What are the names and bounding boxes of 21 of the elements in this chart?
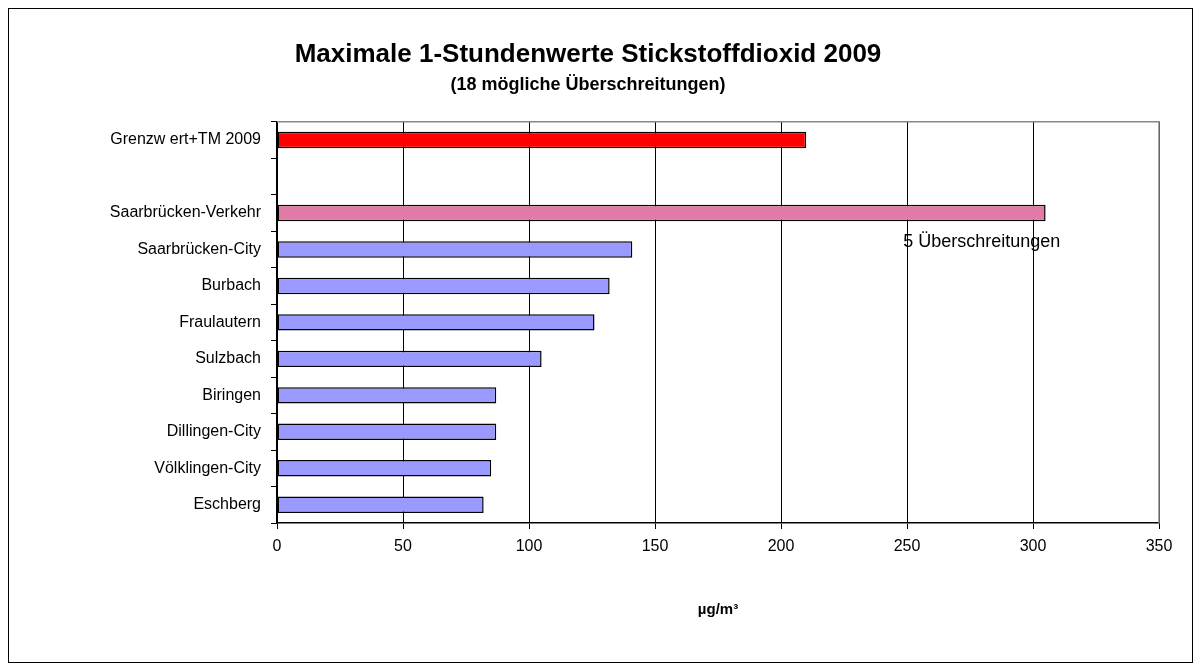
x-tick-label: 100 bbox=[515, 537, 543, 555]
y-tick-label: Sulzbach bbox=[195, 349, 261, 367]
y-tick-label: Völklingen-City bbox=[154, 458, 261, 476]
y-tick-label: Eschberg bbox=[193, 495, 261, 513]
x-tick-label: 350 bbox=[1145, 537, 1173, 555]
y-tick-label: Grenzw ert+TM 2009 bbox=[110, 130, 262, 148]
x-tick-label: 250 bbox=[893, 537, 921, 555]
y-tick-label: Dillingen-City bbox=[166, 422, 261, 440]
x-axis-title: µg/m³ bbox=[697, 600, 739, 618]
x-tick-label: 0 bbox=[272, 537, 282, 555]
x-tick-label: 50 bbox=[394, 537, 412, 555]
y-tick-label: Fraulautern bbox=[179, 312, 261, 330]
x-tick-label: 150 bbox=[641, 537, 669, 555]
x-tick-label: 200 bbox=[767, 537, 795, 555]
y-tick-label: Biringen bbox=[202, 385, 261, 403]
y-tick-label: Burbach bbox=[201, 276, 261, 294]
x-tick-label: 300 bbox=[1019, 537, 1047, 555]
y-tick-label: Saarbrücken-City bbox=[137, 239, 261, 257]
chart-title: Maximale 1-Stundenwerte Stickstoffdioxid 2009 bbox=[294, 37, 882, 68]
chart-subtitle: (18 mögliche Überschreitungen) bbox=[450, 73, 726, 94]
y-tick-label: Saarbrücken-Verkehr bbox=[109, 203, 262, 221]
